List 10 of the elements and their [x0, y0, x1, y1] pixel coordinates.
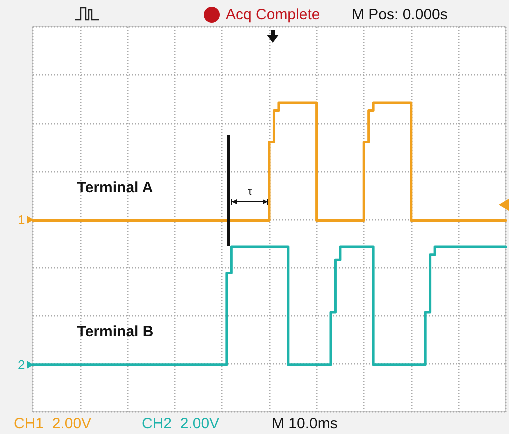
- text: CH1 2.00V: [14, 416, 92, 432]
- text: 1: [18, 212, 26, 228]
- text: Acq Complete: [226, 6, 320, 24]
- text: 2: [18, 358, 26, 372]
- text: M Pos: 0.000s: [352, 6, 448, 24]
- series-label: Terminal B: [77, 323, 154, 340]
- text: CH2 2.00V: [142, 416, 220, 432]
- text: M 10.0ms: [272, 416, 338, 432]
- series-label: Terminal A: [77, 179, 154, 196]
- annotation: τ: [248, 186, 253, 198]
